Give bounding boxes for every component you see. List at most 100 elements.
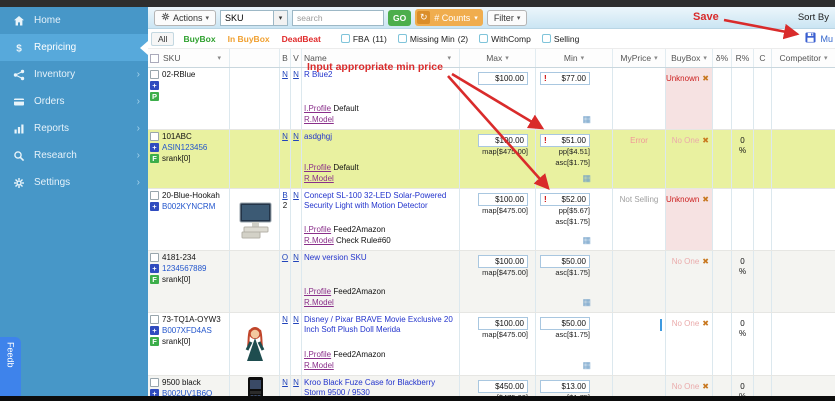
remove-competitor-icon[interactable]: ✖ [702, 136, 709, 145]
column-header-name[interactable]: Name ▾ [302, 49, 460, 67]
expand-plus-icon[interactable]: + [150, 202, 159, 211]
min-price-input[interactable]: ! $52.00 [540, 193, 590, 206]
row-checkbox[interactable] [150, 315, 159, 324]
sidebar-item-home[interactable]: Home [0, 7, 148, 34]
min-price-input[interactable]: $50.00 [540, 317, 590, 330]
max-price-input[interactable]: $100.00 [478, 134, 528, 147]
search-input[interactable] [292, 9, 385, 26]
b-link[interactable]: N [282, 378, 288, 387]
column-header-buybox[interactable]: BuyBox ▾ [666, 49, 713, 67]
tab-deadbeat[interactable]: DeadBeat [281, 33, 321, 44]
row-checkbox[interactable] [150, 132, 159, 141]
expand-plus-icon[interactable]: + [150, 143, 159, 152]
asin-link[interactable]: B002KYNCRM [162, 202, 216, 211]
max-price-input[interactable]: $100.00 [478, 72, 528, 85]
iprofile-link[interactable]: I.Profile [304, 103, 332, 113]
remove-competitor-icon[interactable]: ✖ [702, 382, 709, 391]
sidebar-item-inventory[interactable]: Inventory › [0, 61, 148, 88]
select-all-checkbox[interactable] [150, 53, 159, 63]
rmodel-link[interactable]: R.Model [304, 174, 334, 184]
tab-in-buybox[interactable]: In BuyBox [227, 33, 270, 44]
calculator-icon[interactable]: ▦ [582, 235, 591, 245]
min-price-input[interactable]: $13.00 [540, 380, 590, 393]
min-price-input[interactable]: ! $51.00 [540, 134, 590, 147]
expand-plus-icon[interactable]: + [150, 389, 159, 398]
v-link[interactable]: N [293, 132, 299, 141]
b-link[interactable]: O [281, 253, 289, 262]
max-price-input[interactable]: $100.00 [478, 193, 528, 206]
iprofile-link[interactable]: I.Profile [304, 162, 332, 172]
sidebar-item-orders[interactable]: Orders › [0, 88, 148, 115]
product-name-link[interactable]: R Blue2 [304, 70, 333, 79]
rmodel-link[interactable]: R.Model [304, 236, 334, 246]
row-checkbox[interactable] [150, 191, 159, 200]
column-header-myprice[interactable]: MyPrice ▾ [613, 49, 666, 67]
row-checkbox[interactable] [150, 70, 159, 79]
filter-checkbox-fba[interactable]: FBA (11) [340, 34, 387, 44]
asin-link[interactable]: 1234567889 [162, 264, 207, 273]
more-link[interactable]: Mu [820, 33, 833, 44]
actions-button[interactable]: Actions ▾ [154, 9, 217, 26]
b-link[interactable]: N [282, 315, 288, 324]
asin-link[interactable]: B002UV1B6O [162, 389, 213, 398]
expand-plus-icon[interactable]: + [150, 81, 159, 90]
filter-checkbox-selling[interactable]: Selling [541, 34, 579, 44]
calculator-icon[interactable]: ▦ [582, 360, 591, 370]
max-price-input[interactable]: $100.00 [478, 317, 528, 330]
row-checkbox[interactable] [150, 253, 159, 262]
checkbox-icon[interactable] [340, 34, 350, 43]
calculator-icon[interactable]: ▦ [582, 114, 591, 124]
tab-buybox[interactable]: BuyBox [183, 33, 216, 44]
checkbox-icon[interactable] [541, 34, 551, 43]
column-header-competitor[interactable]: Competitor ▾ [779, 53, 828, 63]
product-name-link[interactable]: Disney / Pixar BRAVE Movie Exclusive 20 … [304, 315, 453, 335]
asin-link[interactable]: ASIN123456 [162, 143, 208, 152]
column-header-sku[interactable]: SKU ▾ [148, 49, 230, 67]
sidebar-item-research[interactable]: Research › [0, 142, 148, 169]
b-link[interactable]: N [282, 70, 288, 79]
rmodel-link[interactable]: R.Model [304, 298, 334, 308]
iprofile-link[interactable]: I.Profile [304, 349, 332, 359]
calculator-icon[interactable]: ▦ [582, 173, 591, 183]
sidebar-item-settings[interactable]: Settings › [0, 169, 148, 196]
remove-competitor-icon[interactable]: ✖ [702, 257, 709, 266]
filter-checkbox-missing-min[interactable]: Missing Min (2) [397, 34, 468, 44]
filter-checkbox-withcomp[interactable]: WithComp [479, 34, 531, 44]
counts-button[interactable]: ↻ # Counts ▾ [415, 9, 483, 26]
v-link[interactable]: N [293, 315, 299, 324]
expand-plus-icon[interactable]: + [150, 326, 159, 335]
iprofile-link[interactable]: I.Profile [304, 286, 332, 296]
remove-competitor-icon[interactable]: ✖ [702, 319, 709, 328]
calculator-icon[interactable]: ▦ [582, 297, 591, 307]
product-name-link[interactable]: asdghgj [304, 132, 333, 141]
min-price-input[interactable]: ! $77.00 [540, 72, 590, 85]
b-link[interactable]: B [282, 191, 288, 200]
asin-link[interactable]: B007XFD4AS [162, 326, 212, 335]
v-link[interactable]: N [293, 70, 299, 79]
v-link[interactable]: N [293, 253, 299, 262]
go-button[interactable]: GO [388, 9, 412, 26]
iprofile-link[interactable]: I.Profile [304, 224, 332, 234]
filter-button[interactable]: Filter ▾ [486, 9, 528, 26]
product-name-link[interactable]: Kroo Black Fuze Case for Blackberry Stor… [304, 378, 436, 398]
max-price-input[interactable]: $450.00 [478, 380, 528, 393]
rmodel-link[interactable]: R.Model [304, 115, 334, 125]
column-header-min[interactable]: Min ▾ [536, 49, 613, 67]
rmodel-link[interactable]: R.Model [304, 361, 334, 371]
save-icon[interactable] [805, 32, 817, 45]
b-link[interactable]: N [282, 132, 288, 141]
refresh-icon[interactable]: ↻ [417, 11, 431, 24]
column-header-max[interactable]: Max ▾ [460, 49, 536, 67]
sort-by-label[interactable]: Sort By [797, 12, 829, 23]
v-link[interactable]: N [293, 191, 299, 200]
feedback-tab[interactable]: Feedb [0, 337, 21, 401]
sidebar-item-reports[interactable]: Reports › [0, 115, 148, 142]
checkbox-icon[interactable] [479, 34, 489, 43]
tab-all[interactable]: All [151, 31, 175, 46]
remove-competitor-icon[interactable]: ✖ [702, 74, 709, 83]
min-price-input[interactable]: $50.00 [540, 255, 590, 268]
row-checkbox[interactable] [150, 378, 159, 387]
remove-competitor-icon[interactable]: ✖ [702, 195, 709, 204]
product-name-link[interactable]: New version SKU [304, 253, 367, 262]
checkbox-icon[interactable] [397, 34, 407, 43]
